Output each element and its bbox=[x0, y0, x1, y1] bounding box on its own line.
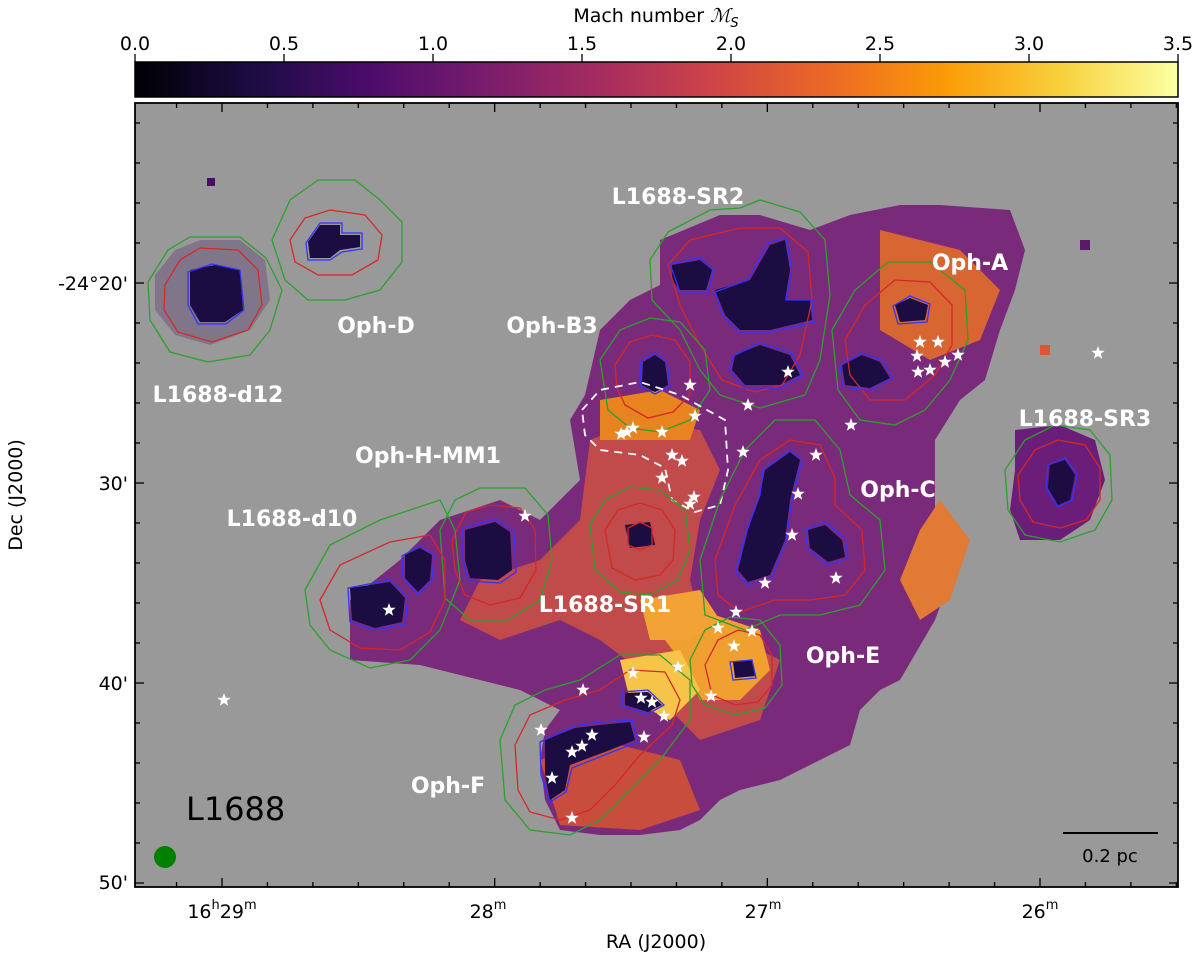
yso-star-marker bbox=[736, 445, 750, 458]
yso-star-marker bbox=[704, 689, 718, 702]
colorbar-tick-label: 1.0 bbox=[418, 33, 448, 55]
yso-star-marker bbox=[626, 666, 640, 679]
yso-star-marker bbox=[518, 509, 532, 522]
yso-star-marker bbox=[781, 365, 795, 378]
yso-star-marker bbox=[931, 335, 945, 348]
yso-star-marker bbox=[534, 723, 548, 736]
region-label-oph-a: Oph-A bbox=[932, 251, 1008, 276]
x-tick-label: 26m bbox=[1022, 898, 1059, 923]
yso-star-marker bbox=[645, 695, 659, 708]
yso-star-marker bbox=[727, 639, 741, 652]
y-tick-labels: -24°20' 30' 40' 50' bbox=[58, 273, 128, 894]
yso-star-marker bbox=[545, 771, 559, 784]
x-axis-title: RA (J2000) bbox=[606, 931, 706, 953]
colorbar-tick-label: 1.5 bbox=[567, 33, 597, 55]
colorbar-ticks: 0.0 0.5 1.0 1.5 2.0 2.5 3.0 3.5 bbox=[120, 33, 1193, 62]
yso-star-marker bbox=[614, 427, 628, 440]
yso-star-marker bbox=[913, 335, 927, 348]
yso-star-marker bbox=[626, 421, 640, 434]
beam-marker bbox=[154, 846, 176, 868]
yso-star-marker bbox=[951, 348, 965, 361]
region-label-oph-d: Oph-D bbox=[337, 314, 415, 339]
yso-star-marker bbox=[634, 691, 648, 704]
yso-star-marker bbox=[829, 571, 843, 584]
yso-star-marker bbox=[620, 425, 634, 438]
colorbar-tick-label: 2.0 bbox=[716, 33, 746, 55]
yso-star-marker bbox=[565, 811, 579, 824]
yso-star-marker bbox=[729, 605, 743, 618]
yso-star-marker bbox=[657, 709, 671, 722]
region-labels: L1688-SR2 Oph-A Oph-D Oph-B3 L1688-d12 L… bbox=[153, 185, 1152, 799]
y-tick-label: 40' bbox=[99, 673, 128, 695]
yso-star-marker bbox=[671, 660, 685, 673]
yso-star-marker bbox=[655, 471, 669, 484]
isolated-cores bbox=[155, 225, 360, 345]
x-tick-label: 16h29m bbox=[187, 898, 256, 923]
yso-star-marker bbox=[809, 448, 823, 461]
yso-star-marker bbox=[576, 683, 590, 696]
x-tick-labels: 16h29m 28m 27m 26m bbox=[187, 898, 1058, 923]
yso-star-marker bbox=[683, 378, 697, 391]
yso-star-marker bbox=[791, 487, 805, 500]
region-label-l1688-sr1: L1688-SR1 bbox=[539, 593, 671, 618]
region-label-l1688-d10: L1688-d10 bbox=[227, 507, 358, 532]
colorbar-tick-label: 2.5 bbox=[865, 33, 895, 55]
colorbar-tick-label: 0.0 bbox=[120, 33, 150, 55]
region-label-oph-b3: Oph-B3 bbox=[506, 314, 597, 339]
yso-star-marker bbox=[565, 745, 579, 758]
x-tick-label: 27m bbox=[745, 898, 782, 923]
region-label-oph-c: Oph-C bbox=[860, 478, 935, 503]
yso-star-marker bbox=[655, 425, 669, 438]
plot-frame bbox=[134, 102, 1179, 888]
yso-star-marker bbox=[665, 448, 679, 461]
yso-star-marker bbox=[687, 490, 701, 503]
yso-star-marker bbox=[1091, 346, 1105, 359]
y-axis-title: Dec (J2000) bbox=[5, 439, 27, 551]
colorbar-tick-label: 0.5 bbox=[269, 33, 299, 55]
colorbar-label: Mach number ℳS bbox=[573, 5, 738, 31]
region-label-l1688-sr2: L1688-SR2 bbox=[612, 185, 744, 210]
panel-name: L1688 bbox=[186, 790, 285, 828]
yso-star-marker bbox=[683, 497, 697, 510]
yso-star-marker bbox=[585, 728, 599, 741]
region-label-l1688-d12: L1688-d12 bbox=[153, 383, 284, 408]
yso-markers bbox=[217, 335, 1105, 824]
yso-star-marker bbox=[938, 355, 952, 368]
yso-star-marker bbox=[923, 363, 937, 376]
y-tick-label: -24°20' bbox=[58, 273, 128, 295]
yso-star-marker bbox=[675, 454, 689, 467]
colorbar-tick-label: 3.0 bbox=[1014, 33, 1044, 55]
x-tick-label: 28m bbox=[470, 898, 507, 923]
y-tick-label: 30' bbox=[99, 473, 128, 495]
yso-star-marker bbox=[911, 365, 925, 378]
axis-ticks bbox=[135, 103, 1178, 887]
yso-star-marker bbox=[844, 418, 858, 431]
yso-star-marker bbox=[745, 624, 759, 637]
yso-star-marker bbox=[217, 693, 231, 706]
colorbar-tick-label: 3.5 bbox=[1163, 33, 1193, 55]
region-label-oph-h-mm1: Oph-H-MM1 bbox=[355, 444, 501, 469]
yso-star-marker bbox=[688, 409, 702, 422]
yso-star-marker bbox=[637, 730, 651, 743]
yso-star-marker bbox=[711, 621, 725, 634]
colorbar bbox=[134, 61, 1179, 98]
contour-lines bbox=[147, 179, 1113, 836]
region-label-oph-f: Oph-F bbox=[411, 774, 485, 799]
scale-bar-label: 0.2 pc bbox=[1082, 846, 1138, 867]
yso-star-marker bbox=[741, 398, 755, 411]
yso-star-marker bbox=[910, 349, 924, 362]
yso-star-marker bbox=[382, 603, 396, 616]
region-label-oph-e: Oph-E bbox=[806, 644, 880, 669]
yso-star-marker bbox=[785, 528, 799, 541]
region-label-l1688-sr3: L1688-SR3 bbox=[1019, 407, 1151, 432]
yso-star-marker bbox=[575, 739, 589, 752]
y-tick-label: 50' bbox=[99, 872, 128, 894]
yso-star-marker bbox=[758, 576, 772, 589]
